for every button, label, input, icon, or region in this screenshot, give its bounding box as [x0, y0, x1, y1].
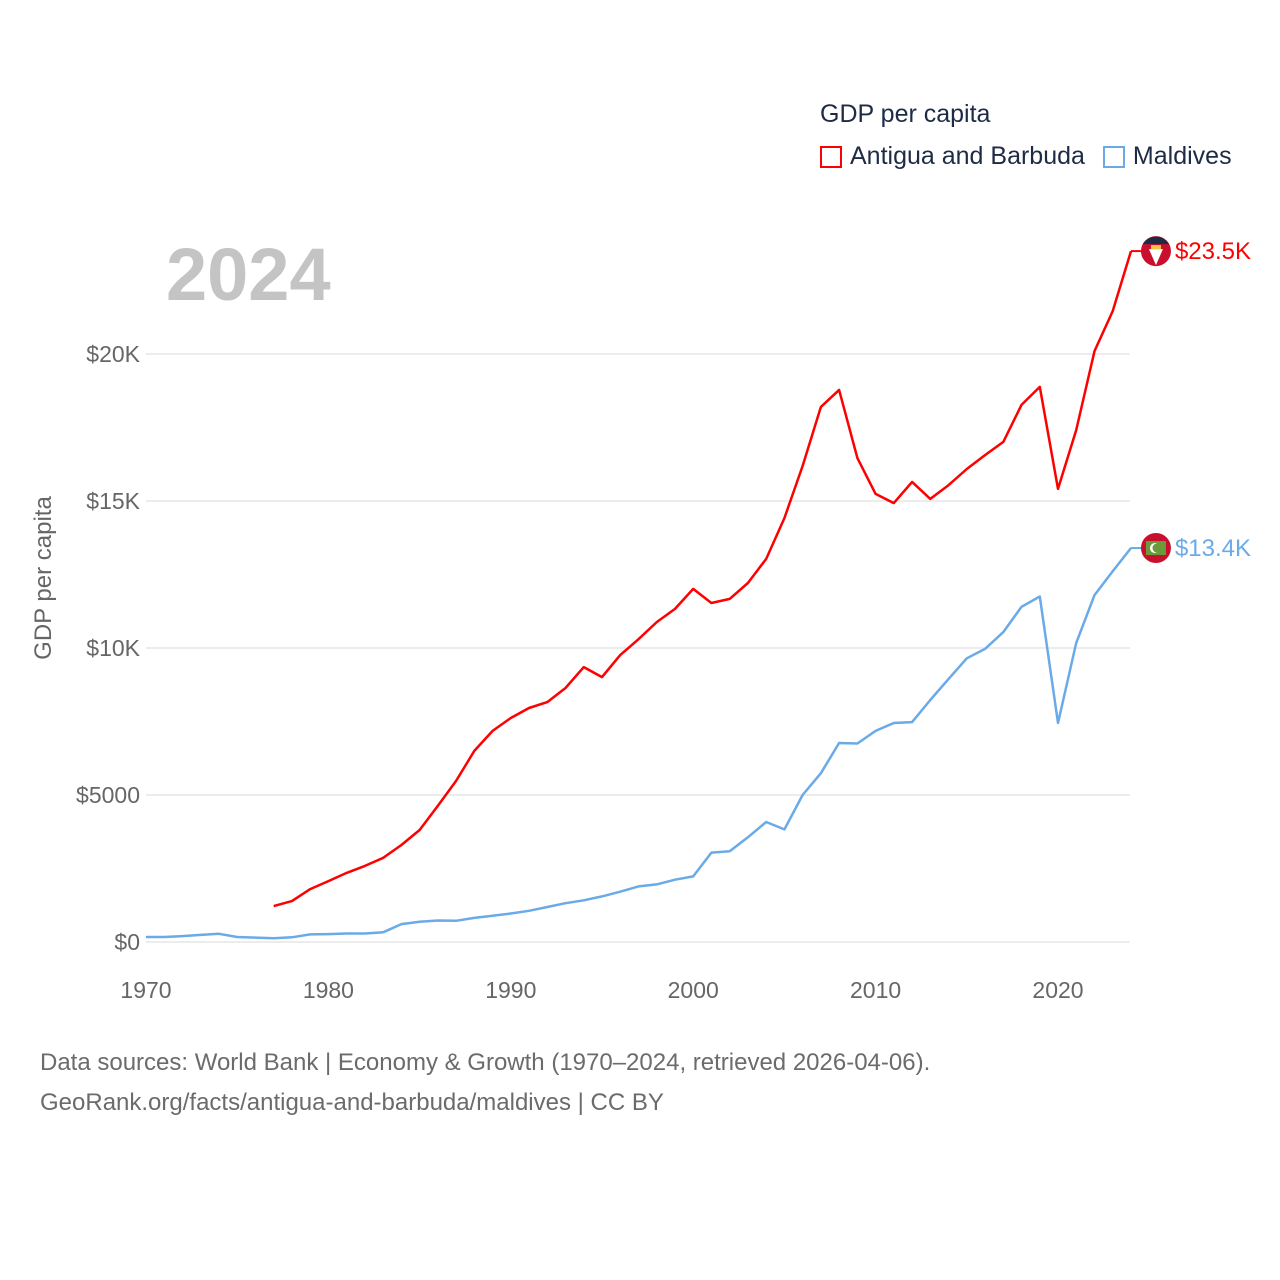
flag-triangle	[1148, 249, 1163, 266]
x-tick-label: 1970	[120, 977, 171, 1003]
legend-swatch-maldives[interactable]	[1102, 145, 1125, 168]
y-tick-label: $10K	[86, 635, 140, 661]
end-value-label: $23.5K	[1175, 238, 1251, 265]
flag-top	[1142, 236, 1169, 245]
y-tick-label: $15K	[86, 488, 140, 514]
antigua-and-barbuda-flag-icon	[1140, 236, 1171, 267]
year-overlay: 2024	[166, 233, 331, 316]
y-axis-label: GDP per capita	[30, 496, 57, 660]
series-line-antigua-and-barbuda	[273, 250, 1133, 908]
footer-link[interactable]: GeoRank.org/facts/antigua-and-barbuda/ma…	[40, 1089, 664, 1116]
maldives-flag-icon	[1140, 533, 1171, 564]
y-tick-label: $5000	[76, 782, 140, 808]
flag-sun	[1150, 245, 1161, 250]
x-tick-label: 1980	[303, 977, 354, 1003]
x-tick-label: 2020	[1032, 977, 1083, 1003]
series-line-maldives	[146, 547, 1132, 940]
y-tick-label: $20K	[86, 341, 140, 367]
end-value-label: $13.4K	[1175, 535, 1251, 562]
legend-title: GDP per capita	[820, 100, 991, 128]
legend-label-maldives[interactable]: Maldives	[1132, 142, 1232, 170]
legend-label-antigua[interactable]: Antigua and Barbuda	[850, 142, 1085, 170]
footer-sources: Data sources: World Bank | Economy & Gro…	[40, 1049, 931, 1076]
legend: Antigua and Barbuda Maldives	[820, 142, 1232, 171]
x-tick-label: 2000	[668, 977, 719, 1003]
x-tick-label: 1990	[485, 977, 536, 1003]
legend-swatch-antigua[interactable]	[820, 145, 842, 168]
flag-crescent-cut	[1152, 543, 1162, 553]
footer: Data sources: World Bank | Economy & Gro…	[40, 1043, 930, 1123]
y-tick-label: $0	[114, 929, 140, 955]
x-tick-label: 2010	[850, 977, 901, 1003]
